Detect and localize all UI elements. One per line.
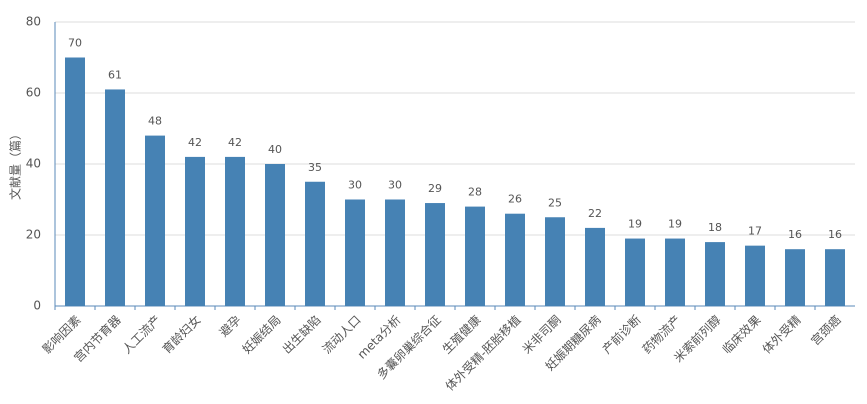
x-tick-label: 出生缺陷: [279, 312, 324, 357]
bar: [465, 206, 485, 306]
x-tick-label: 避孕: [217, 313, 244, 340]
data-label: 25: [548, 196, 562, 209]
x-tick-label: 产前诊断: [599, 312, 644, 357]
data-label: 28: [468, 186, 482, 199]
bar: [585, 227, 605, 306]
y-tick-label: 0: [33, 299, 41, 313]
data-label: 18: [708, 221, 722, 234]
y-tick-label: 80: [26, 15, 41, 29]
bar: [65, 57, 85, 306]
x-tick-label: 体外受精: [760, 313, 804, 357]
x-tick-label: 宫颈癌: [808, 312, 844, 348]
data-label: 19: [628, 218, 642, 231]
data-label: 40: [268, 143, 282, 156]
data-label: 26: [508, 193, 522, 206]
bar: [105, 89, 125, 306]
x-tick-label: 临床效果: [719, 312, 764, 357]
bar: [825, 249, 845, 306]
data-label: 61: [108, 68, 122, 81]
bar: [745, 245, 765, 306]
bar: [185, 156, 205, 306]
x-tick-label: 体外受精-胚胎移植: [442, 312, 524, 394]
bar: [385, 199, 405, 306]
bar: [425, 203, 445, 306]
bar: [785, 249, 805, 306]
bar: [225, 156, 245, 306]
bar: [505, 213, 525, 306]
bar: [665, 238, 685, 306]
data-label: 16: [828, 228, 842, 241]
x-tick-label: 妊娠结局: [240, 313, 284, 357]
data-label: 22: [588, 207, 602, 220]
data-label: 30: [348, 179, 362, 192]
data-label: 30: [388, 179, 402, 192]
data-label: 42: [188, 136, 202, 149]
bar: [345, 199, 365, 306]
data-label: 16: [788, 228, 802, 241]
y-tick-label: 60: [26, 86, 41, 100]
x-tick-label: 育龄妇女: [159, 312, 204, 357]
y-tick-label: 40: [26, 157, 41, 171]
data-label: 19: [668, 218, 682, 231]
bar: [145, 135, 165, 306]
data-label: 42: [228, 136, 242, 149]
y-axis-label: 文献量（篇）: [8, 128, 23, 200]
bar: [265, 164, 285, 306]
y-tick-label: 20: [26, 228, 41, 242]
bar: [705, 242, 725, 306]
bar: [625, 238, 645, 306]
data-label: 70: [68, 37, 82, 50]
bar: [545, 217, 565, 306]
x-tick-label: 人工流产: [120, 313, 164, 357]
data-label: 35: [308, 161, 322, 174]
data-label: 48: [148, 115, 162, 128]
data-label: 17: [748, 225, 762, 238]
bar: [305, 181, 325, 306]
data-label: 29: [428, 182, 442, 195]
